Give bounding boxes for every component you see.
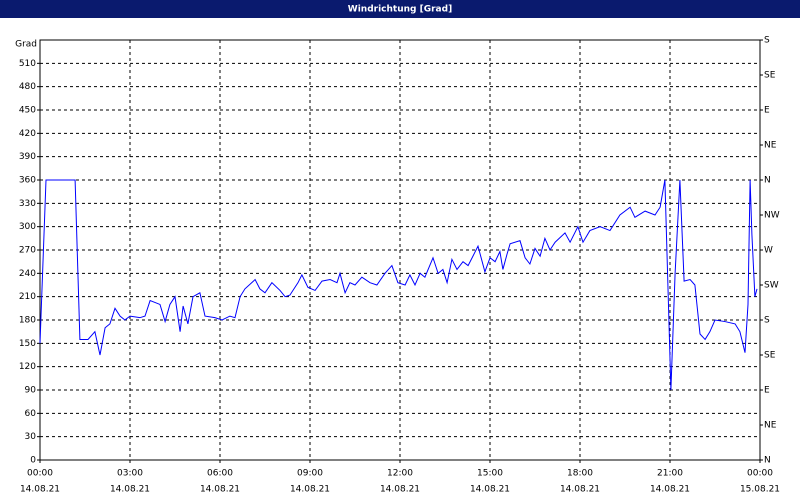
x-tick-date: 14.08.21 [20,485,60,495]
y2-tick-label: N [764,456,771,466]
x-tick-label: 03:00 [117,469,143,479]
y-tick-label: 390 [19,152,36,162]
y-tick-label: 510 [19,59,36,69]
y2-tick-label: E [764,386,770,396]
y-tick-label: 60 [25,409,37,419]
x-tick-date: 14.08.21 [560,485,600,495]
x-tick-label: 09:00 [297,469,323,479]
x-tick-label: 21:00 [657,469,683,479]
y2-tick-label: SE [764,351,776,361]
x-tick-date: 14.08.21 [110,485,150,495]
y-tick-label: 480 [19,82,36,92]
y-tick-label: 30 [25,432,37,442]
y-tick-label: 270 [19,246,36,256]
y-tick-label: 180 [19,316,36,326]
y-tick-label: 420 [19,129,36,139]
y-axis-label: Grad [15,40,37,50]
y-tick-label: 210 [19,292,36,302]
x-tick-date: 14.08.21 [650,485,690,495]
y-tick-label: 90 [25,386,37,396]
y2-tick-label: S [764,36,770,46]
y2-tick-label: S [764,316,770,326]
y2-tick-label: E [764,106,770,116]
x-tick-label: 15:00 [477,469,503,479]
y-tick-label: 330 [19,199,36,209]
y-tick-label: 300 [19,222,36,232]
x-tick-date: 14.08.21 [200,485,240,495]
y-tick-label: 450 [19,106,36,116]
y-tick-label: 150 [19,339,36,349]
y2-tick-label: NE [764,141,777,151]
y2-tick-label: SW [764,281,779,291]
x-tick-label: 18:00 [567,469,593,479]
title-bar [0,0,800,18]
x-tick-label: 12:00 [387,469,413,479]
y2-tick-label: W [764,246,773,256]
x-tick-label: 00:00 [27,469,53,479]
x-tick-date: 14.08.21 [380,485,420,495]
y-tick-label: 0 [30,456,36,466]
chart-title: Windrichtung [Grad] [348,5,452,15]
y2-tick-label: N [764,176,771,186]
y2-tick-label: SE [764,71,776,81]
y-tick-label: 240 [19,269,36,279]
x-tick-date: 14.08.21 [290,485,330,495]
x-tick-label: 00:00 [747,469,773,479]
x-tick-label: 06:00 [207,469,233,479]
x-tick-date: 14.08.21 [470,485,510,495]
y2-tick-label: NE [764,421,777,431]
y-tick-label: 360 [19,176,36,186]
y-tick-label: 120 [19,362,36,372]
x-tick-date: 15.08.21 [740,485,780,495]
y2-tick-label: NW [764,211,780,221]
data-line [39,179,758,391]
